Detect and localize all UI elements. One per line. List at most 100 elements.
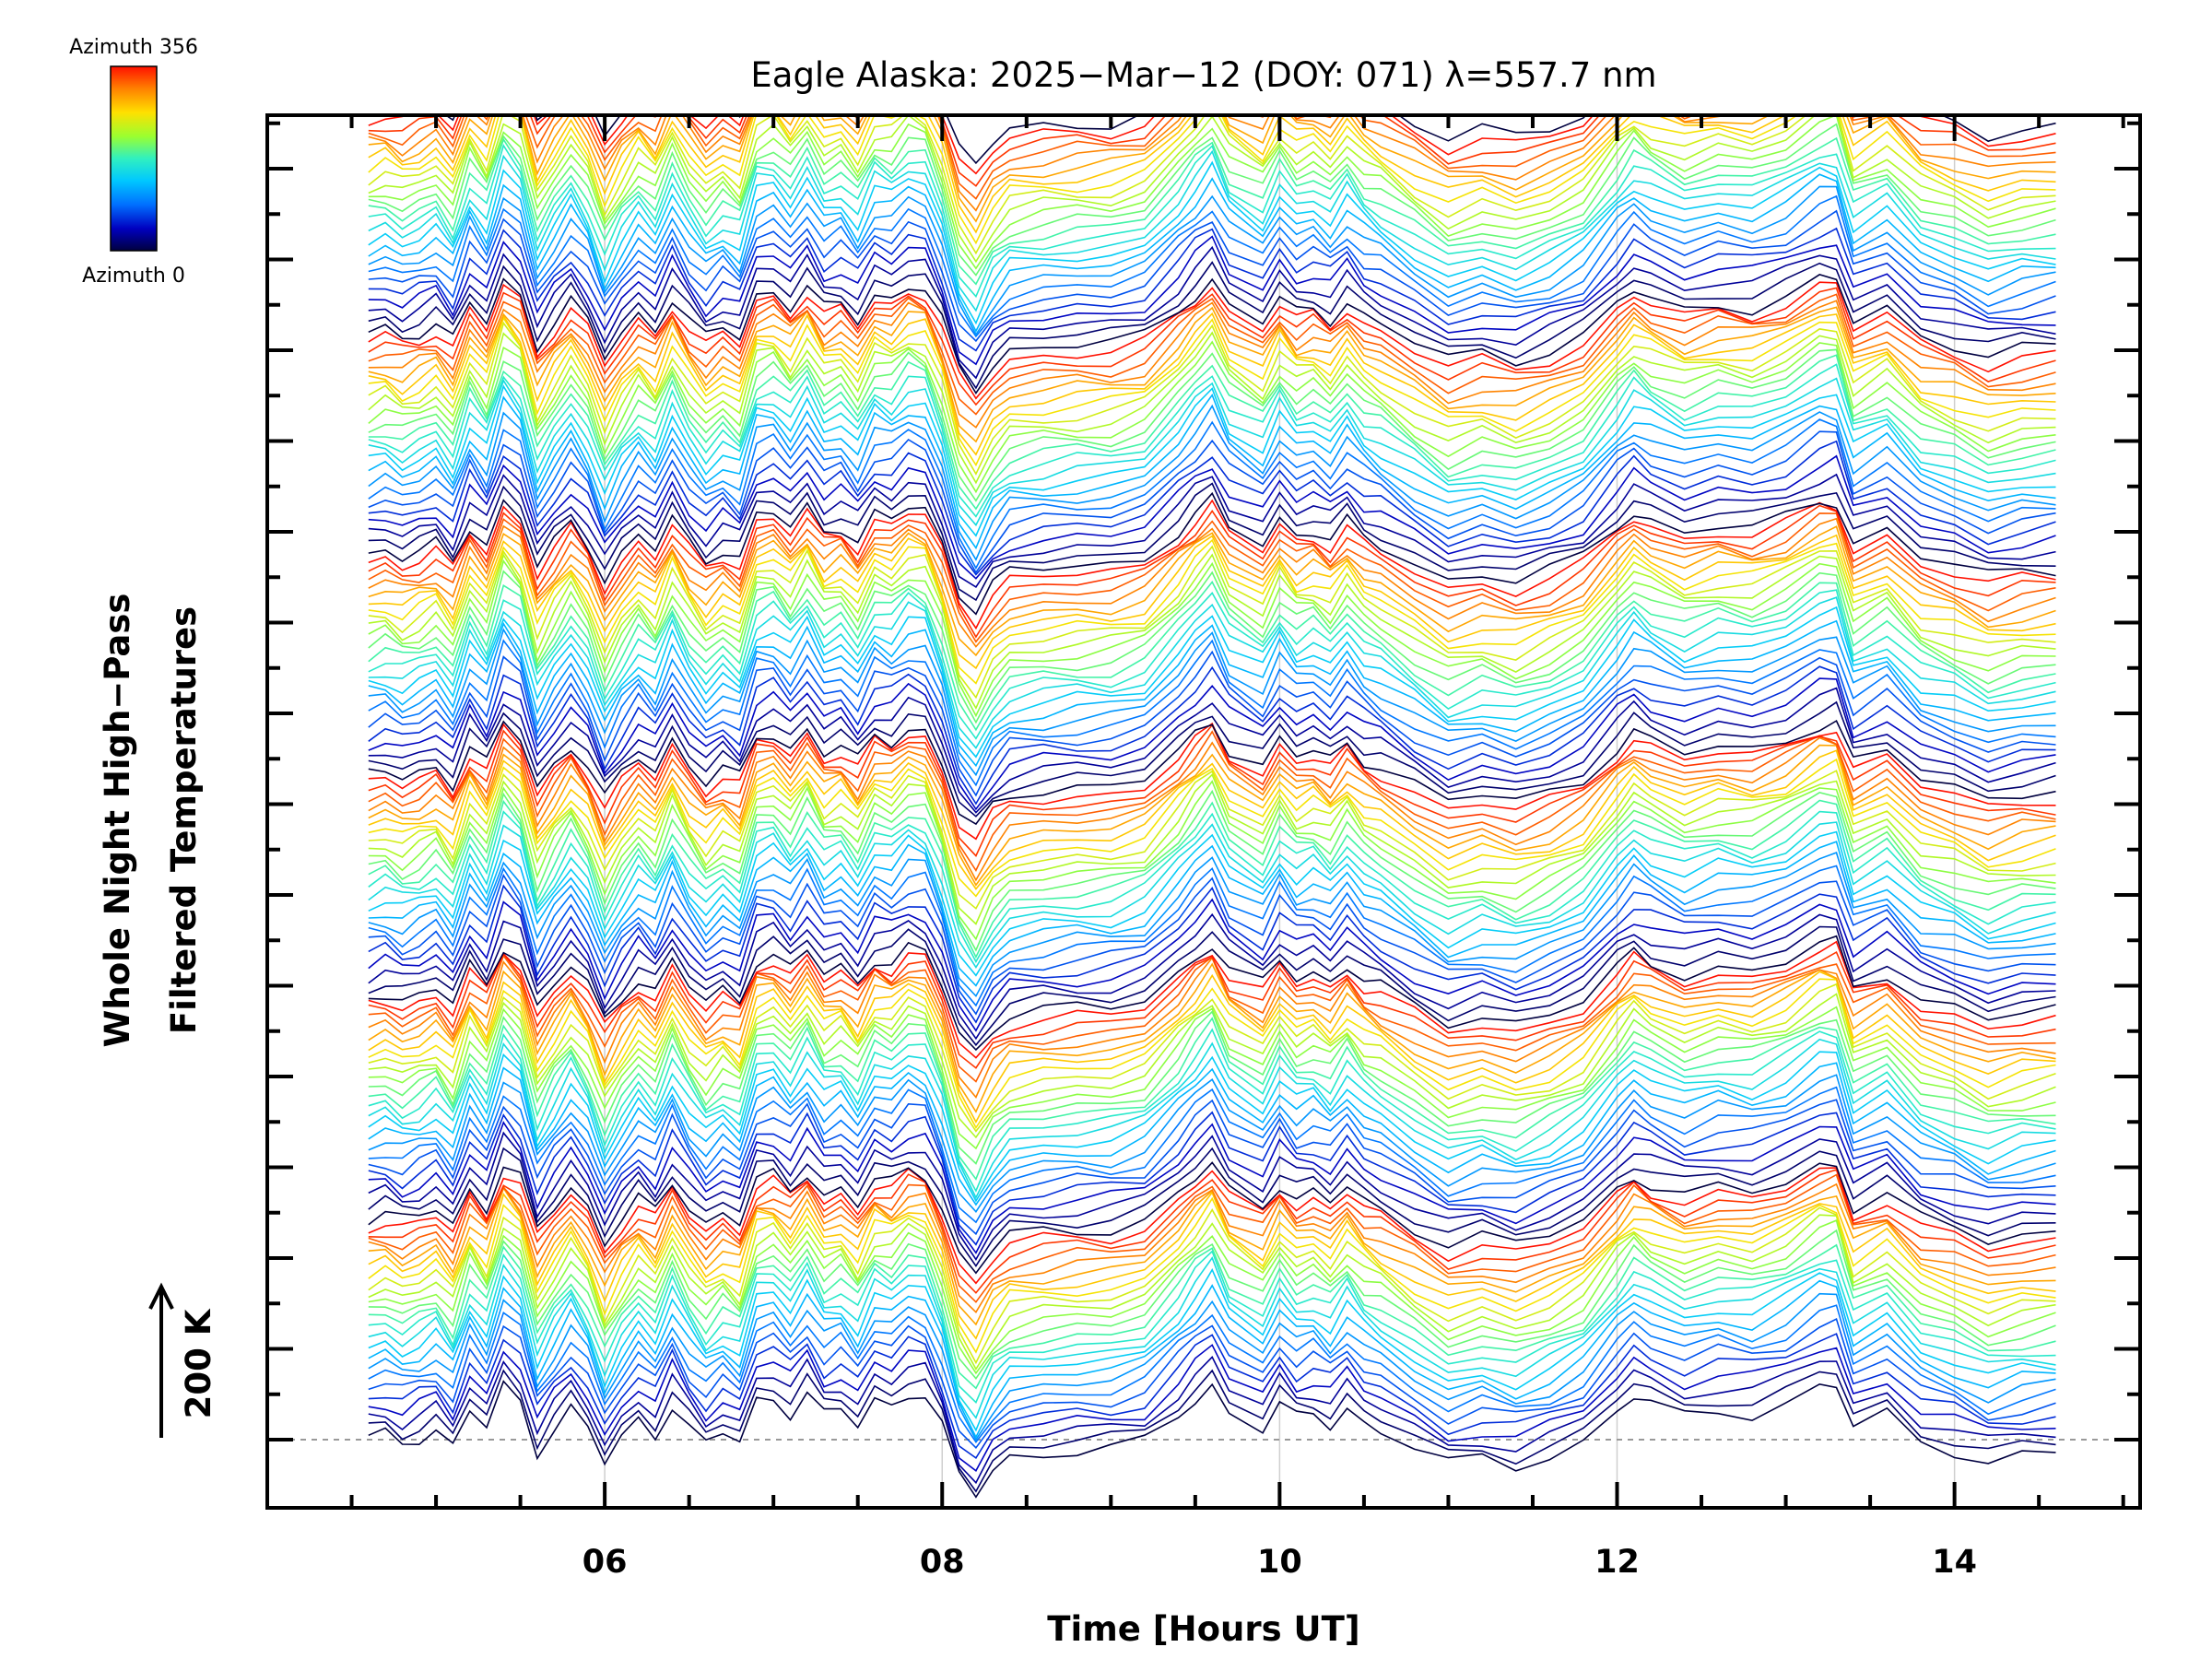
trace-line: [368, 115, 2056, 223]
trace-line: [368, 1344, 2056, 1473]
trace-line: [368, 348, 2056, 502]
trace-line: [368, 1099, 2056, 1236]
trace-line: [368, 504, 2056, 639]
trace-line: [368, 935, 2056, 1052]
trace-line: [368, 418, 2056, 570]
trace-line: [368, 581, 2056, 732]
trace-line: [368, 538, 2056, 685]
trace-line: [368, 115, 2056, 187]
trace-line: [368, 482, 2056, 602]
trace-line: [368, 430, 2056, 574]
trace-line: [368, 1173, 2056, 1303]
trace-line: [368, 1229, 2056, 1381]
y-axis-label-line1: Whole Night High−Pass: [98, 594, 137, 1048]
trace-line: [368, 898, 2056, 1032]
trace-line: [368, 770, 2056, 910]
trace-line: [368, 1317, 2056, 1450]
trace-line: [368, 1131, 2056, 1262]
trace-line: [368, 454, 2056, 580]
trace-line: [368, 982, 2056, 1133]
trace-line: [368, 300, 2056, 429]
trace-line: [368, 274, 2056, 394]
x-tick-label: 06: [582, 1544, 628, 1581]
trace-line: [368, 925, 2056, 1047]
trace-line: [368, 312, 2056, 456]
trace-line: [368, 1147, 2056, 1268]
trace-line: [368, 1214, 2056, 1371]
trace-line: [368, 227, 2056, 352]
trace-line: [368, 1051, 2056, 1203]
trace-line: [368, 700, 2056, 818]
trace-line: [368, 1086, 2056, 1224]
x-tick-label: 12: [1594, 1544, 1640, 1581]
trace-line: [368, 354, 2056, 511]
trace-line: [368, 1191, 2056, 1340]
trace-line: [368, 1167, 2056, 1285]
trace-line: [368, 1219, 2056, 1375]
trace-line: [368, 499, 2056, 630]
axis-ticks: [267, 115, 2140, 1508]
trace-line: [368, 559, 2056, 718]
trace-line: [368, 1121, 2056, 1254]
trace-line: [368, 1292, 2056, 1441]
trace-line: [368, 261, 2056, 390]
trace-line: [368, 123, 2056, 276]
trace-line: [368, 491, 2056, 616]
colorbar-top-label: Azimuth 356: [69, 36, 198, 59]
trace-line: [368, 821, 2056, 970]
trace-line: [368, 281, 2056, 400]
trace-line: [368, 841, 2056, 987]
trace-line: [368, 865, 2056, 1007]
trace-line: [368, 687, 2056, 814]
trace-line: [368, 115, 2056, 245]
trace-line: [368, 606, 2056, 759]
trace-line: [368, 619, 2056, 768]
trace-line: [368, 315, 2056, 467]
x-tick-label: 14: [1932, 1544, 1977, 1581]
x-tick-labels: 06 08 10 12 14: [582, 1544, 1977, 1581]
trace-line: [368, 852, 2056, 998]
trace-line: [368, 404, 2056, 561]
trace-line: [368, 799, 2056, 959]
plot-frame: [265, 113, 2142, 1510]
trace-line: [368, 1243, 2056, 1390]
trace-line: [368, 940, 2056, 1059]
trace-line: [368, 596, 2056, 749]
colorbar-bottom-label: Azimuth 0: [82, 265, 185, 288]
trace-line: [368, 1017, 2056, 1181]
trace-line: [368, 306, 2056, 443]
trace-line: [368, 235, 2056, 366]
trace-line: [368, 393, 2056, 550]
trace-line: [368, 1006, 2056, 1150]
trace-line: [368, 321, 2056, 476]
trace-line: [368, 650, 2056, 797]
trace-line: [368, 758, 2056, 898]
trace-line: [368, 1250, 2056, 1404]
trace-line: [368, 1279, 2056, 1439]
trace-line: [368, 962, 2056, 1113]
trace-line: [368, 665, 2056, 806]
trace-line: [368, 440, 2056, 576]
trace-line: [368, 736, 2056, 882]
trace-line: [368, 1369, 2056, 1493]
trace-line: [368, 884, 2056, 1024]
trace-line: [368, 245, 2056, 380]
trace-line: [368, 873, 2056, 1016]
trace-line: [368, 160, 2056, 325]
trace-line: [368, 1111, 2056, 1246]
x-tick-label: 08: [920, 1544, 965, 1581]
trace-line: [368, 810, 2056, 964]
trace-line: [368, 1304, 2056, 1443]
trace-line: [368, 473, 2056, 588]
trace-line: [368, 773, 2056, 925]
trace-line: [368, 677, 2056, 811]
trace-line: [368, 749, 2056, 890]
trace-line: [368, 1161, 2056, 1275]
trace-line: [368, 589, 2056, 740]
x-tick-label: 10: [1257, 1544, 1302, 1581]
trace-line: [368, 553, 2056, 711]
trace-line: [368, 209, 2056, 343]
trace-line: [368, 384, 2056, 537]
trace-line: [368, 525, 2056, 657]
colorbar: [110, 65, 158, 252]
